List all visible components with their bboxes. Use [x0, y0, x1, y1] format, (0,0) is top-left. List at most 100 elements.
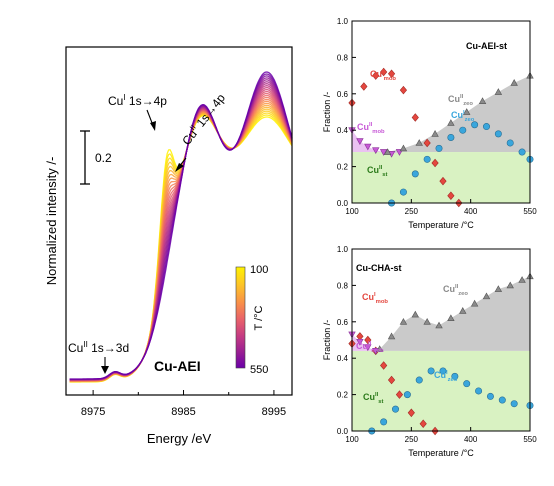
marker-zeo-I: [518, 148, 526, 156]
colorbar-max-label: 550: [250, 364, 268, 376]
marker-mob-I: [407, 408, 415, 418]
marker-zeo-I: [439, 367, 447, 375]
marker-zeo-I: [494, 130, 502, 138]
marker-zeo-I: [427, 367, 435, 375]
xanes-y-axis-label: Normalized intensity /-: [44, 157, 59, 286]
marker-mob-I: [447, 191, 455, 200]
marker-zeo-II: [447, 119, 455, 126]
marker-zeo-I: [423, 155, 431, 163]
marker-mob-II: [356, 338, 364, 346]
marker-mob-II: [379, 149, 388, 156]
ytick-label: 0.8: [337, 281, 349, 290]
peak1-sup: I: [123, 93, 125, 102]
marker-zeo-I: [510, 400, 518, 408]
peak2-sup: II: [188, 123, 198, 132]
marker-mob-I: [387, 69, 396, 79]
zeo-fill-area: [379, 276, 530, 351]
zeo-fill-area: [387, 75, 530, 153]
series-label-mob-II: CuIImob: [357, 122, 385, 135]
colorbar-gradient: [235, 266, 246, 369]
ytick-label: 0.6: [337, 90, 349, 99]
svg-text:CuII 1s→3d: CuII 1s→3d: [68, 340, 129, 355]
ytick-label: 0.8: [337, 53, 349, 62]
ytick-label: 0.0: [337, 427, 349, 436]
marker-zeo-I: [482, 123, 490, 131]
peak3-annotation: CuII 1s→3d: [68, 340, 129, 374]
marker-zeo-I: [506, 139, 514, 147]
ytick-label: 0.2: [337, 391, 349, 400]
panel-frame: [351, 248, 531, 432]
marker-mob-I: [399, 85, 408, 95]
ytick-label: 1.0: [337, 245, 349, 254]
scale-bar: 0.2: [80, 130, 112, 185]
colorbar-min-label: 100: [250, 264, 268, 276]
series-label-zeo-I: CuIzeo: [434, 370, 458, 383]
xanes-spectrum-24: [69, 71, 293, 380]
marker-mob-I: [372, 71, 380, 80]
marker-zeo-II: [447, 314, 455, 322]
st-fill-area: [352, 152, 530, 203]
xanes-spectrum-19: [69, 81, 293, 381]
marker-mob-II: [364, 344, 372, 352]
peak2-base: Cu: [179, 127, 199, 148]
series-label-mob-II: CuIImob: [356, 341, 384, 354]
xtick-label: 400: [464, 207, 478, 216]
mob-fill-area: [352, 130, 400, 154]
scale-bar-label: 0.2: [95, 151, 112, 165]
marker-mob-I: [439, 176, 447, 186]
cha-fraction-panel: 0.0 0.2 0.4 0.6 0.8 1.0 100 250 400 550 Temperatur…: [322, 245, 537, 458]
xtick-label: 550: [523, 435, 537, 444]
marker-zeo-II: [494, 285, 503, 292]
marker-zeo-I: [451, 372, 459, 380]
xanes-spectrum-16: [69, 87, 293, 381]
marker-mob-II: [356, 138, 364, 145]
marker-zeo-I: [399, 188, 407, 196]
y-axis-label: Fraction /-: [322, 320, 332, 361]
xtick-label: 550: [523, 207, 537, 216]
xanes-spectrum-21: [69, 77, 293, 381]
mob-fill-area: [352, 334, 376, 351]
marker-zeo-I: [435, 144, 443, 152]
xanes-curves: [69, 71, 293, 383]
peak3-tail: 1s→3d: [88, 341, 129, 355]
marker-zeo-II: [518, 276, 526, 283]
xanes-spectrum-17: [69, 85, 293, 381]
peak1-annotation: CuI 1s→4p: [108, 93, 167, 131]
marker-zeo-I: [415, 376, 423, 384]
marker-mob-II: [372, 147, 380, 155]
panel-title: Cu-CHA-st: [356, 263, 402, 273]
marker-zeo-II: [482, 292, 491, 300]
marker-zeo-I: [380, 418, 388, 426]
xanes-spectrum-18: [69, 83, 293, 381]
marker-zeo-II: [383, 148, 392, 155]
aei-fraction-panel: 0.0 0.2 0.4 0.6 0.8 1.0 100 250 400 550 Temperatur…: [322, 17, 537, 230]
marker-zeo-II: [478, 97, 487, 104]
xanes-xtick-label: 8975: [81, 406, 105, 418]
peak3-base: Cu: [68, 341, 83, 355]
marker-mob-I: [380, 361, 388, 370]
panel-title: Cu-AEI-st: [466, 41, 507, 51]
sample-label: Cu-AEI: [154, 358, 201, 374]
peak1-tail: 1s→4p: [126, 94, 168, 108]
xanes-spectrum-20: [69, 79, 293, 381]
marker-zeo-II: [387, 332, 396, 340]
panel-frame: [351, 20, 531, 204]
ytick-label: 1.0: [337, 17, 349, 26]
marker-zeo-II: [399, 317, 408, 325]
st-label: CuIIst: [363, 392, 384, 405]
xtick-label: 250: [405, 207, 419, 216]
marker-zeo-II: [510, 79, 518, 86]
colorbar-title: T /°C: [253, 305, 265, 330]
marker-zeo-II: [494, 88, 503, 95]
marker-mob-I: [419, 419, 427, 428]
marker-zeo-II: [399, 144, 408, 152]
series-label-zeo-II: CuIIzeo: [448, 94, 473, 107]
xanes-spectrum-9: [69, 100, 293, 382]
xanes-spectrum-14: [69, 90, 293, 381]
ytick-label: 0.4: [337, 126, 349, 135]
marker-mob-I: [411, 113, 419, 122]
series-label-mob-I: CuImob: [362, 292, 388, 305]
marker-mob-I: [364, 335, 372, 345]
peak3-sup: II: [83, 340, 87, 349]
